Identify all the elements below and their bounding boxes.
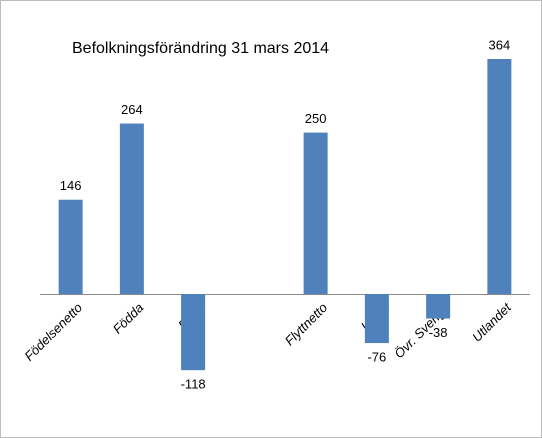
bar: [58, 199, 83, 294]
bar: [487, 59, 512, 294]
chart-title: Befolkningsförändring 31 mars 2014: [72, 40, 329, 57]
data-label: 250: [305, 111, 327, 126]
data-label: -76: [367, 350, 386, 365]
bar: [119, 123, 144, 294]
data-label: 264: [121, 102, 143, 117]
bar: [181, 294, 206, 371]
data-label: 146: [60, 178, 82, 193]
data-label: -118: [181, 377, 206, 392]
bar: [426, 294, 451, 319]
data-label: 364: [489, 37, 511, 52]
bar: [364, 294, 389, 344]
data-label: -38: [429, 325, 448, 340]
bar: [303, 132, 328, 294]
